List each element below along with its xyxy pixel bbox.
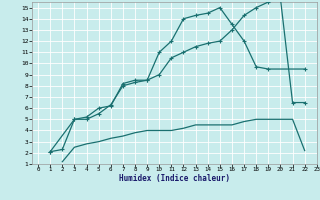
- X-axis label: Humidex (Indice chaleur): Humidex (Indice chaleur): [119, 174, 230, 183]
